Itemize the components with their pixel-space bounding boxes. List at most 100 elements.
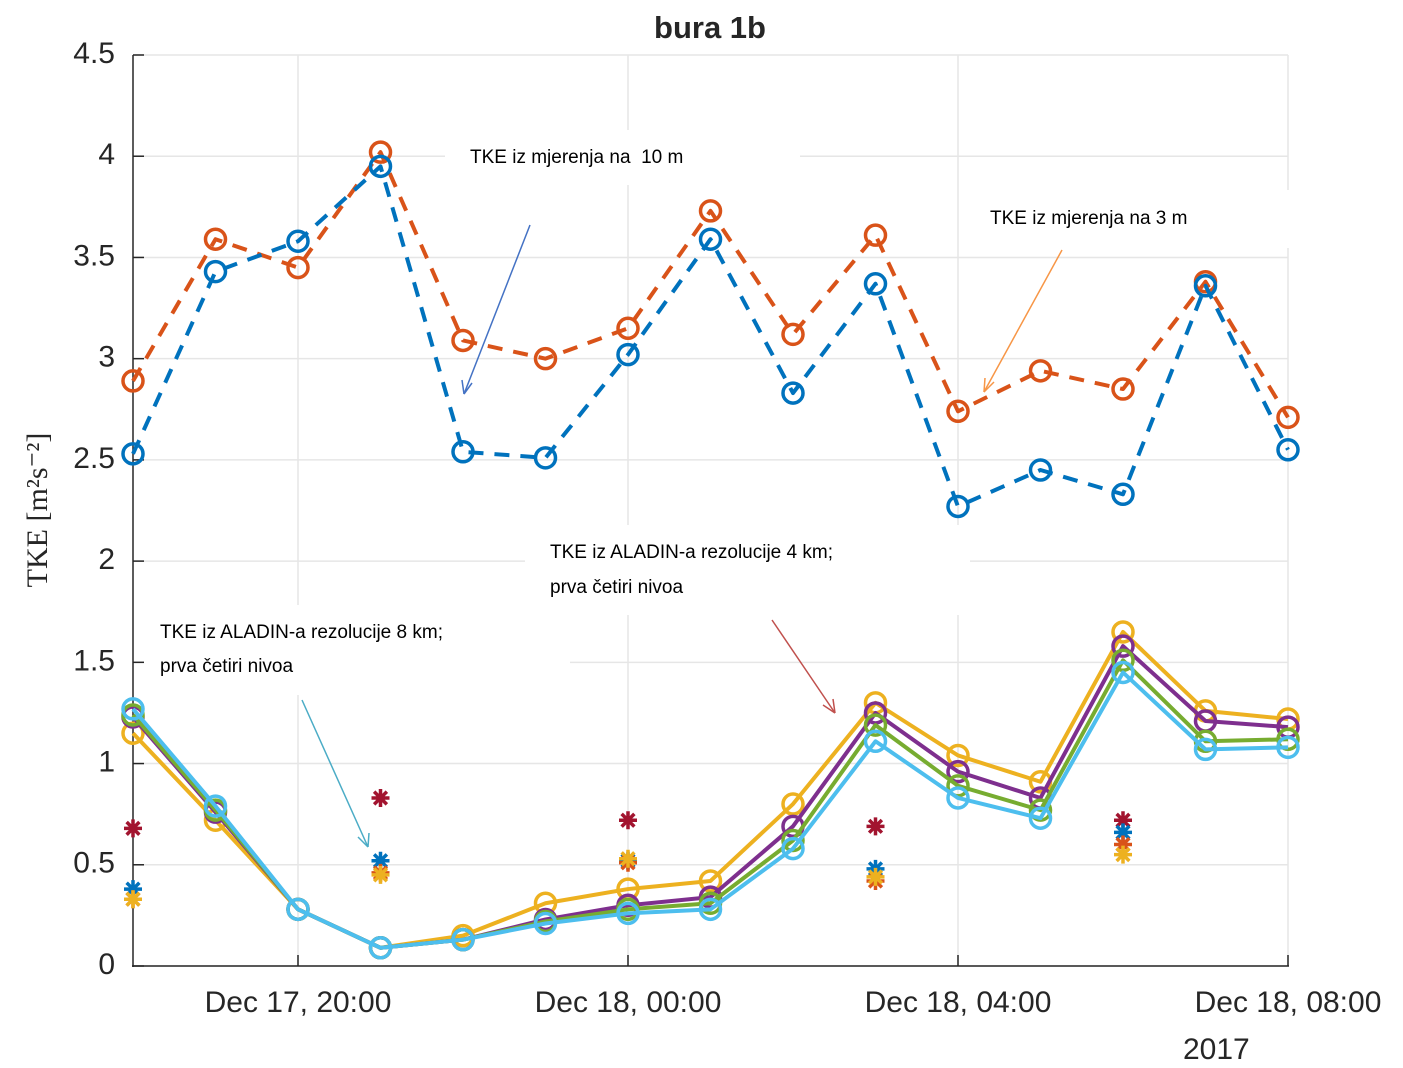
marker	[1276, 438, 1300, 462]
chart-title: bura 1b	[654, 10, 766, 45]
arrow-head	[822, 698, 836, 714]
marker	[866, 817, 885, 836]
marker	[781, 836, 805, 861]
marker	[1028, 458, 1053, 482]
series-line	[131, 670, 1289, 950]
axes: 0 0.5 1 1.5 2 2.5 3 3.5 4 4.5 Dec 17, 20:00 Dec 18,…	[73, 37, 1381, 1066]
series-line	[131, 150, 1290, 419]
marker	[368, 140, 393, 164]
x-tick-label: Dec 18, 04:00	[865, 986, 1052, 1019]
marker	[533, 346, 558, 371]
x-tick-label: Dec 18, 00:00	[535, 986, 722, 1019]
marker	[781, 792, 805, 816]
x-year-label: 2017	[1183, 1033, 1250, 1066]
y-tick-label: 4.5	[73, 37, 115, 70]
y-tick-label: 3	[98, 341, 115, 374]
marker	[286, 255, 310, 280]
annotation-text: TKE iz mjerenja na 10 m	[470, 147, 683, 168]
marker	[368, 154, 393, 179]
marker	[1028, 359, 1053, 383]
annotations: TKE iz mjerenja na 10 m TKE iz mjerenja …	[140, 130, 1295, 848]
marker	[368, 936, 393, 960]
marker	[698, 897, 723, 922]
y-tick-label: 1	[98, 745, 115, 778]
marker	[946, 786, 970, 810]
marker	[121, 442, 145, 466]
marker	[698, 227, 723, 251]
annotation-text: prva četiri nivoa	[160, 656, 293, 677]
marker	[121, 721, 145, 745]
marker	[286, 897, 310, 922]
marker	[619, 811, 637, 830]
annotation-arrow	[771, 619, 836, 714]
arrow-head	[461, 379, 473, 395]
marker	[451, 440, 475, 464]
annotation-box	[525, 525, 970, 615]
annotation-arrow	[983, 249, 1063, 393]
x-tick-label: Dec 18, 08:00	[1195, 986, 1382, 1019]
annotation-text: TKE iz ALADIN-a rezolucije 4 km;	[550, 542, 833, 563]
marker	[863, 701, 888, 725]
marker	[121, 369, 145, 393]
marker	[1276, 735, 1300, 760]
marker	[1276, 405, 1300, 430]
data	[121, 140, 1300, 960]
annotation-text: TKE iz mjerenja na 3 m	[990, 208, 1187, 229]
marker	[533, 446, 558, 470]
marker	[863, 223, 888, 247]
marker	[371, 865, 390, 884]
marker	[1111, 634, 1135, 658]
marker	[203, 259, 228, 284]
arrow-head	[357, 832, 370, 848]
y-tick-label: 0.5	[73, 847, 115, 880]
annotation-arrow	[463, 224, 531, 395]
y-axis-label: TKE [m²s⁻²]	[21, 433, 54, 588]
marker	[946, 399, 970, 424]
marker	[1111, 482, 1135, 507]
y-tick-label: 2	[98, 543, 115, 576]
marker	[1111, 648, 1135, 673]
marker	[371, 851, 390, 870]
marker	[1114, 811, 1132, 830]
marker	[781, 381, 805, 405]
annotation-box	[965, 190, 1295, 248]
marker	[124, 819, 142, 838]
marker	[124, 880, 142, 899]
marker	[203, 227, 228, 251]
marker	[1111, 377, 1135, 401]
marker	[1028, 806, 1053, 830]
marker	[619, 849, 637, 868]
marker	[1114, 845, 1132, 864]
annotation-box	[140, 605, 570, 695]
marker	[124, 890, 142, 909]
series-line	[131, 164, 1290, 509]
annotation-text: TKE iz ALADIN-a rezolucije 8 km;	[160, 622, 443, 643]
grid	[133, 54, 1289, 967]
marker	[616, 901, 640, 926]
marker	[946, 759, 970, 784]
marker	[1193, 737, 1218, 762]
marker	[698, 869, 723, 893]
marker	[1114, 835, 1132, 854]
annotation-text: prva četiri nivoa	[550, 577, 683, 598]
marker	[946, 743, 970, 768]
marker	[1111, 620, 1135, 644]
marker	[863, 713, 888, 737]
y-tick-label: 1.5	[73, 644, 115, 677]
annotation-arrow	[301, 699, 369, 848]
marker	[1114, 823, 1132, 842]
annotation-box	[445, 130, 800, 185]
marker	[1193, 274, 1218, 298]
marker	[451, 328, 475, 353]
marker	[533, 911, 558, 936]
marker	[121, 697, 145, 721]
marker	[863, 729, 888, 754]
marker	[616, 316, 640, 341]
marker	[1111, 660, 1135, 685]
marker	[866, 867, 885, 886]
arrow-head	[983, 377, 995, 393]
marker	[203, 794, 228, 818]
y-tick-label: 3.5	[73, 239, 115, 272]
marker	[946, 494, 970, 519]
